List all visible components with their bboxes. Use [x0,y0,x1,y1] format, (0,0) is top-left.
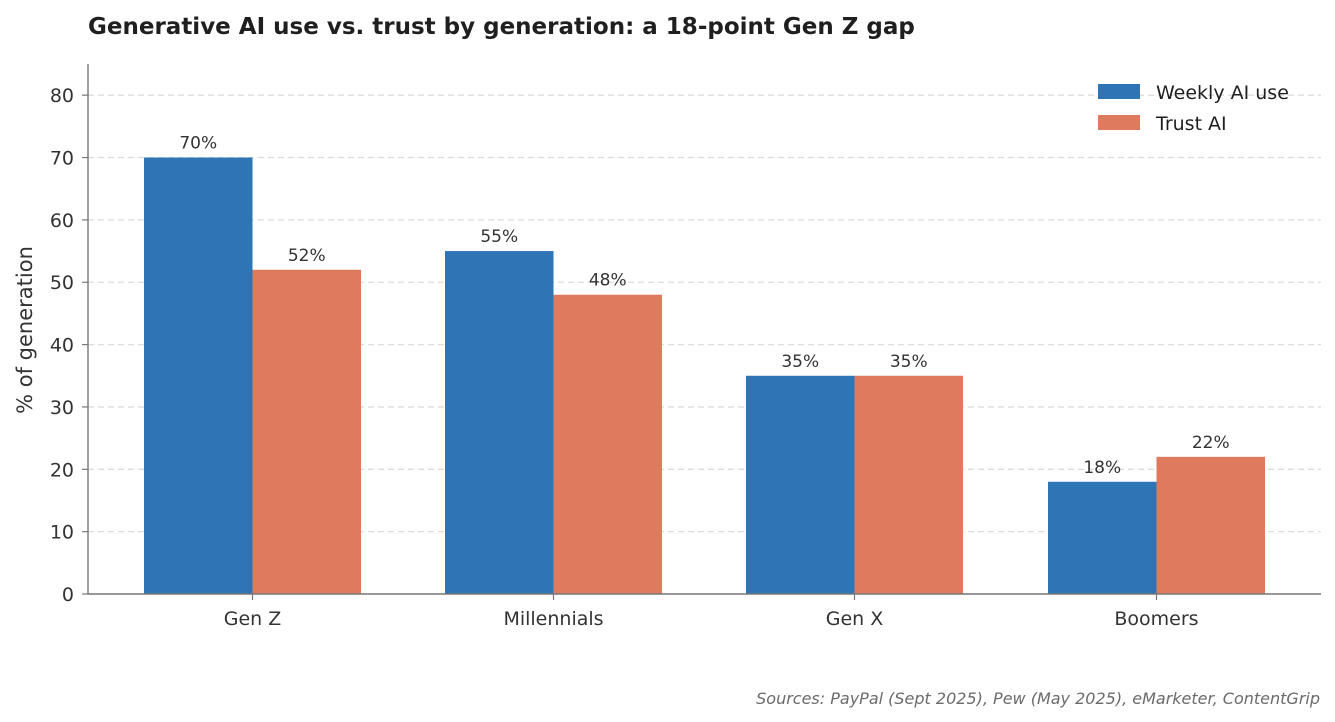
bar-trust-ai [854,375,963,594]
y-tick-label: 70 [50,148,74,170]
bar-weekly-ai-use [445,251,554,594]
y-axis-label: % of generation [13,246,37,414]
bar-weekly-ai-use [144,157,253,594]
chart-title: Generative AI use vs. trust by generatio… [88,14,915,40]
legend-swatch [1098,115,1140,130]
bar-value-label: 70% [179,134,217,154]
y-tick-label: 30 [50,397,74,419]
bar-weekly-ai-use [1048,481,1157,594]
bar-value-label: 35% [781,352,819,372]
legend-swatch [1098,84,1140,99]
bar-value-label: 55% [480,227,518,247]
x-tick-label: Boomers [1114,608,1198,630]
legend-label: Trust AI [1155,113,1227,135]
bar-trust-ai [553,294,662,594]
source-note: Sources: PayPal (Sept 2025), Pew (May 20… [756,689,1320,708]
bar-trust-ai [1156,456,1265,594]
bar-value-label: 48% [589,271,627,291]
bar-value-label: 35% [890,352,928,372]
y-tick-label: 40 [50,335,74,357]
y-tick-label: 0 [62,584,74,606]
y-tick-label: 20 [50,459,74,481]
x-tick-label: Gen Z [224,608,282,630]
y-tick-label: 10 [50,522,74,544]
y-tick-label: 50 [50,272,74,294]
x-axis-ticks: Gen Z Millennials Gen X Boomers [224,594,1199,630]
x-tick-label: Gen X [826,608,884,630]
bar-weekly-ai-use [746,375,855,594]
x-tick-label: Millennials [503,608,603,630]
legend-label: Weekly AI use [1156,82,1289,104]
y-tick-label: 60 [50,210,74,232]
bar-value-label: 22% [1192,433,1230,453]
data-labels: 70% 55% 35% 18% 52% 48% 35% 22% [179,134,1229,478]
bar-value-label: 18% [1083,458,1121,478]
bars [144,157,1265,594]
bar-trust-ai [252,269,361,594]
y-tick-label: 80 [50,85,74,107]
bar-value-label: 52% [288,246,326,266]
legend: Weekly AI use Trust AI [1098,82,1289,135]
y-axis-ticks: 0 10 20 30 40 50 60 70 80 [50,85,88,606]
